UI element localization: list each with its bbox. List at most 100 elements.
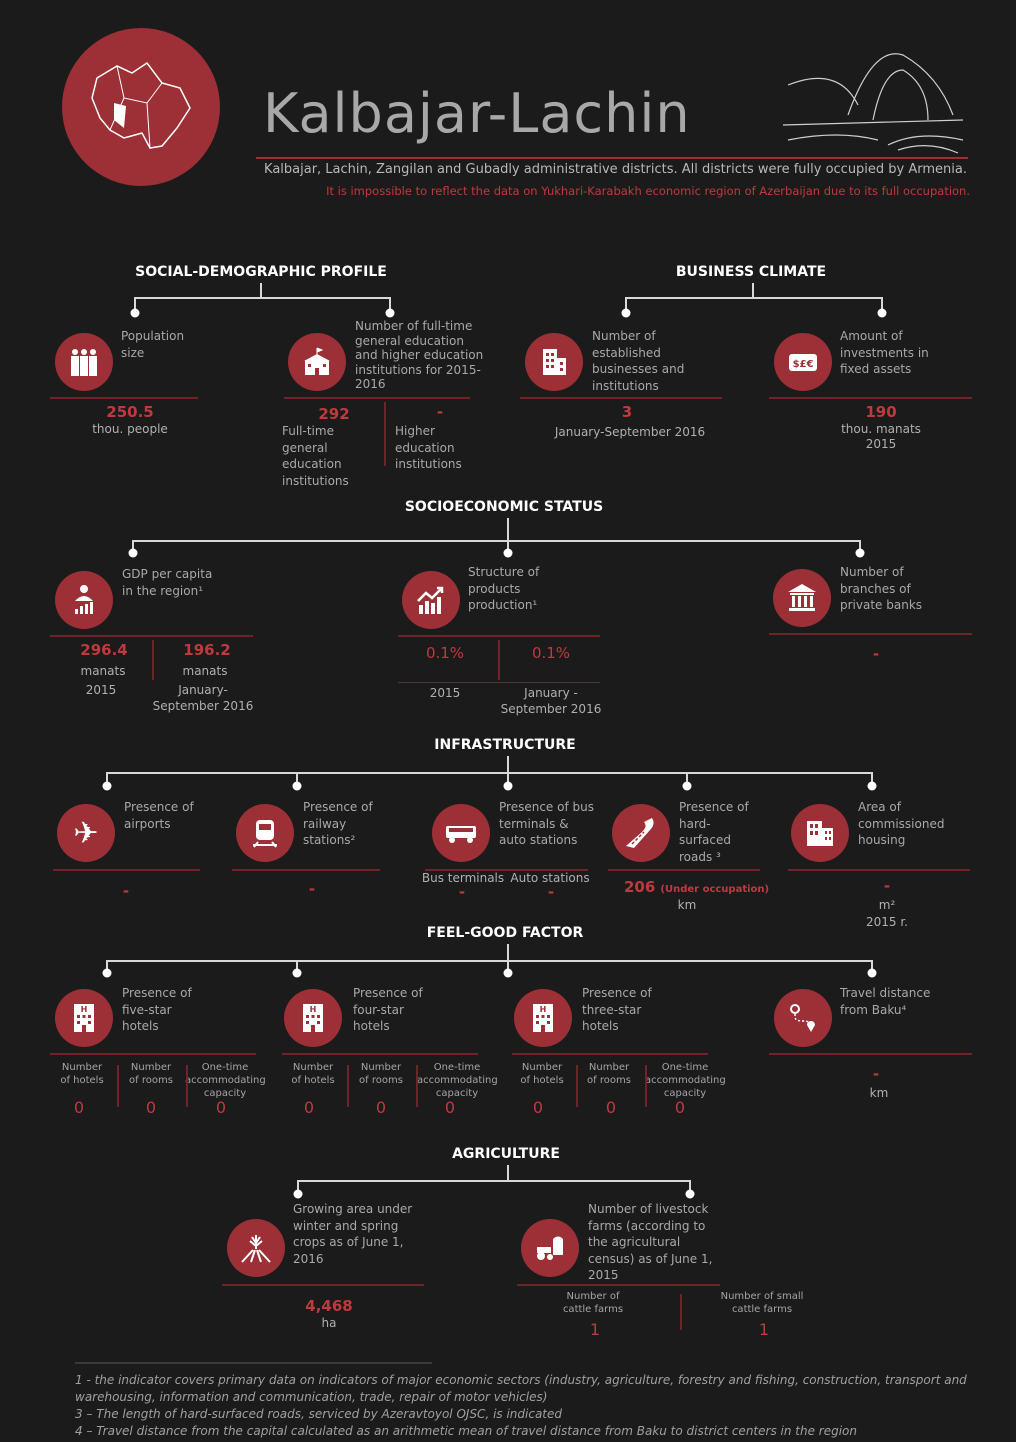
- col-rooms: Number of rooms: [587, 1062, 631, 1086]
- investments-label: Amount of investments in fixed assets: [840, 329, 929, 376]
- general-education-value: 292: [318, 405, 350, 423]
- businesses-period: January-September 2016: [554, 425, 706, 439]
- housing-value: -: [883, 877, 891, 895]
- four-star-rooms-value: 0: [375, 1098, 387, 1117]
- connector: [625, 297, 883, 299]
- connector: [133, 540, 861, 542]
- connector: [881, 297, 883, 312]
- housing-unit: m²: [878, 898, 896, 912]
- underline: [50, 1053, 256, 1055]
- connector: [106, 772, 108, 785]
- col-hotels: Number of hotels: [60, 1062, 104, 1086]
- connector: [507, 944, 509, 960]
- svg-text:H: H: [540, 1005, 547, 1014]
- connector: [260, 283, 262, 297]
- auto-stations-label: Auto stations: [510, 871, 590, 885]
- node-dot: [621, 308, 631, 318]
- four-star-label: Presence of four-star hotels: [353, 986, 423, 1033]
- five-star-hotels-value: 0: [73, 1098, 85, 1117]
- divider: [186, 1065, 188, 1107]
- airports-label: Presence of airports: [124, 800, 194, 831]
- node-dot: [102, 781, 112, 791]
- crops-value: 4,468: [305, 1297, 353, 1315]
- section-title-agri: AGRICULTURE: [452, 1146, 560, 1162]
- node-dot: [503, 781, 513, 791]
- underline: [53, 869, 200, 871]
- connector: [296, 772, 298, 785]
- node-dot: [503, 968, 513, 978]
- connector: [507, 772, 509, 785]
- underline: [517, 1284, 720, 1286]
- small-cattle-farms-value: 1: [758, 1320, 770, 1339]
- section-title-business: BUSINESS CLIMATE: [675, 264, 827, 280]
- higher-education-label: Higher education institutions: [395, 424, 462, 471]
- footnote-4: 4 – Travel distance from the capital cal…: [75, 1424, 857, 1438]
- footnote-3: 3 – The length of hard-surfaced roads, s…: [75, 1407, 563, 1421]
- underline: [425, 869, 588, 871]
- divider: [416, 1065, 418, 1107]
- underline: [769, 397, 972, 399]
- investments-value: 190: [865, 403, 897, 421]
- node-dot: [867, 781, 877, 791]
- airplane-glyph: ✈: [73, 815, 99, 851]
- subtitle: Kalbajar, Lachin, Zangilan and Gubadly a…: [264, 162, 967, 177]
- housing-period: 2015 r.: [866, 915, 908, 929]
- underline: [769, 1053, 972, 1055]
- connector: [859, 540, 861, 552]
- page-title: Kalbajar-Lachin: [263, 82, 691, 145]
- connector: [507, 756, 509, 772]
- office-building-icon: [525, 333, 583, 391]
- banks-value: -: [872, 645, 880, 663]
- section-title-socio: SOCIOECONOMIC STATUS: [404, 499, 604, 515]
- travel-label: Travel distance from Baku⁴: [840, 986, 931, 1017]
- cattle-farms-label: Number of cattle farms: [562, 1291, 624, 1315]
- investments-period: 2015: [865, 437, 897, 451]
- crops-unit: ha: [321, 1316, 337, 1330]
- connector: [686, 772, 688, 785]
- businesses-value: 3: [621, 403, 633, 421]
- node-dot: [385, 308, 395, 318]
- person-growth-icon: [55, 571, 113, 629]
- population-label: Population size: [121, 329, 185, 360]
- higher-education-value: -: [436, 403, 444, 421]
- structure-2015-value: 0.1%: [425, 644, 465, 662]
- crops-label: Growing area under winter and spring cro…: [293, 1202, 413, 1266]
- node-dot: [292, 781, 302, 791]
- connector: [298, 1180, 691, 1182]
- three-star-hotels-value: 0: [532, 1098, 544, 1117]
- node-dot: [877, 308, 887, 318]
- connector: [107, 772, 873, 774]
- bus-terminals-value: -: [458, 883, 466, 901]
- roads-note: (Under occupation): [660, 884, 770, 895]
- footnote-divider: [75, 1362, 432, 1364]
- train-icon: [236, 804, 294, 862]
- connector: [389, 297, 391, 312]
- connector: [871, 960, 873, 972]
- connector: [507, 1165, 509, 1180]
- four-star-hotels-value: 0: [303, 1098, 315, 1117]
- three-star-label: Presence of three-star hotels: [582, 986, 652, 1033]
- housing-icon: [791, 804, 849, 862]
- five-star-rooms-value: 0: [145, 1098, 157, 1117]
- divider: [117, 1065, 119, 1107]
- livestock-label: Number of livestock farms (according to …: [588, 1202, 713, 1282]
- underline: [284, 397, 470, 399]
- node-dot: [130, 308, 140, 318]
- gdp-2016-unit: manats: [182, 664, 228, 678]
- gdp-2015-value: 296.4: [80, 641, 128, 659]
- connector: [132, 540, 134, 552]
- investments-unit: thou. manats: [841, 422, 921, 436]
- connector: [689, 1180, 691, 1193]
- railway-value: -: [308, 880, 316, 898]
- azerbaijan-map-icon: [91, 61, 191, 149]
- underline: [520, 397, 722, 399]
- airplane-icon: ✈: [57, 804, 115, 862]
- col-hotels: Number of hotels: [520, 1062, 564, 1086]
- underline: [50, 397, 198, 399]
- node-dot: [102, 968, 112, 978]
- connector: [752, 283, 754, 297]
- travel-unit: km: [869, 1086, 889, 1100]
- structure-2016-period: January - September 2016: [500, 686, 602, 716]
- col-rooms: Number of rooms: [129, 1062, 173, 1086]
- col-rooms: Number of rooms: [359, 1062, 403, 1086]
